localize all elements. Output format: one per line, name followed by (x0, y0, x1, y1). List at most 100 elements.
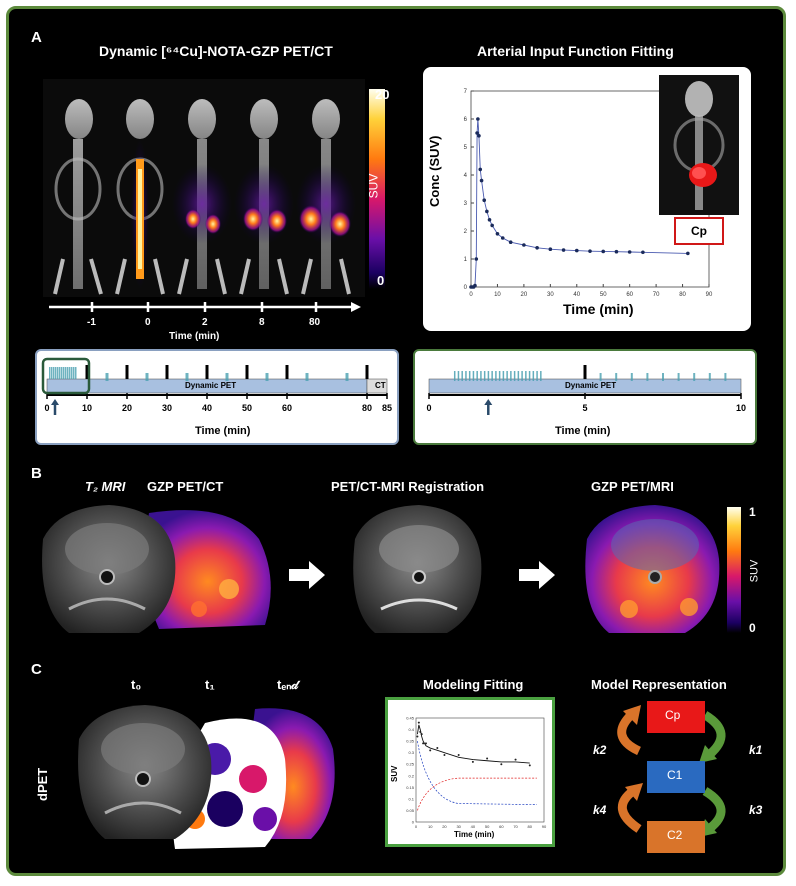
protocol-long-dense-marker-3 (55, 367, 57, 379)
fit-xtick-label-1: 10 (428, 824, 433, 829)
protocol-long-tick-label-6: 60 (282, 403, 292, 413)
protocol-short-dense-marker-4 (468, 371, 471, 381)
fit-point-7 (436, 747, 439, 750)
protocol-short-dense-marker-20 (528, 371, 531, 381)
protocol-long-frame-marker-4 (245, 365, 249, 379)
fit-plot-panel: 0 10 20 30 40 50 60 70 80 90 0 0.05 0.1 0.15 0.2 0.25 0.… (385, 697, 555, 847)
protocol-short-dense-marker-18 (521, 371, 523, 381)
t0-label: t₀ (131, 677, 142, 692)
protocol-short-dense-marker-9 (487, 371, 490, 381)
aif-xtick-label-9: 90 (706, 292, 713, 298)
time-tick-5: 80 (309, 317, 321, 328)
protocol-long-frame-marker-6 (365, 365, 369, 379)
aif-inset-cp-label: Cp (674, 217, 724, 245)
fit-xtick-label-3: 30 (456, 824, 461, 829)
aif-point-19 (548, 247, 553, 251)
protocol-short-marker-5 (583, 365, 587, 379)
aif-title: Arterial Input Function Fitting (477, 43, 674, 59)
protocol-short-dense-marker-5 (472, 371, 475, 381)
skeleton-frame-2 (115, 99, 165, 295)
dpet-t0-slice (78, 705, 212, 839)
protocol-long-frame-marker-0 (85, 365, 89, 379)
fit-ytick-label-0: 0 (412, 820, 415, 825)
protocol-long-dense-marker-9 (67, 367, 69, 379)
aif-xtick-label-8: 80 (679, 292, 686, 298)
k2-arrow (617, 711, 642, 756)
aif-point-20 (561, 248, 566, 252)
fit-ytick-label-5: 0.25 (406, 762, 415, 767)
petmri-colorbar-label: SUV (748, 559, 761, 583)
protocol-short-dense-marker-11 (495, 371, 497, 381)
aif-xtick-label-0: 0 (469, 292, 473, 298)
protocol-short-tick-label-1: 5 (582, 403, 587, 413)
protocol-short-sub-marker-4 (662, 373, 664, 381)
protocol-long-frame-marker-3 (205, 365, 209, 379)
fit-ytick-label-8: 0.4 (408, 727, 414, 732)
protocol-short-sub-marker-5 (677, 373, 680, 381)
fit-xlabel: Time (min) (454, 830, 495, 839)
aif-ytick-label-7: 7 (464, 89, 468, 95)
protocol-short-pointer-head-icon (484, 399, 493, 405)
c2-label: C2 (667, 828, 683, 842)
skeleton-frame-1 (53, 99, 103, 295)
fit-xtick-label-7: 70 (513, 824, 518, 829)
protocol-short-sub-marker-6 (693, 373, 696, 381)
protocol-short-sub-marker-7 (708, 373, 711, 381)
protocol-long-dense-marker-2 (53, 367, 55, 379)
fit-chart: 0 10 20 30 40 50 60 70 80 90 0 0.05 0.1 0.15 0.2 0.25 0.… (406, 716, 547, 830)
protocol-long-sub-marker-3 (225, 373, 229, 381)
aif-point-26 (641, 250, 645, 255)
pet-ct-slice (144, 510, 271, 629)
fit-point-3 (420, 733, 423, 736)
aif-point-25 (627, 250, 632, 254)
aif-point-24 (614, 249, 619, 254)
gzp-petct-label: GZP PET/CT (147, 479, 224, 494)
time-tick-1: -1 (87, 317, 96, 328)
k1-label: k1 (749, 743, 763, 757)
fit-ytick-label-4: 0.2 (408, 773, 414, 778)
aif-ytick-label-1: 1 (464, 257, 468, 263)
fit-model-line (416, 724, 530, 764)
fit-point-10 (471, 760, 474, 763)
protocol-long-sub-marker-5 (305, 373, 309, 381)
k4-label: k4 (593, 803, 607, 817)
protocol-long-dense-marker-5 (59, 367, 61, 379)
aif-point-3 (473, 283, 477, 288)
fit-point-14 (528, 764, 531, 767)
tend-label: tₑₙ𝒹 (277, 677, 298, 692)
protocol-short-dense-marker-7 (480, 371, 482, 381)
protocol-short-dense-marker-22 (536, 371, 538, 381)
pet-colorbar-label: SUV (366, 173, 381, 199)
fit-point-9 (457, 753, 460, 756)
fit-ytick-label-1: 0.05 (406, 808, 415, 813)
protocol-long-box: 0 10 20 30 40 50 60 80 85 Dynamic PET CT Time (m… (35, 349, 399, 445)
protocol-long-sub-marker-2 (185, 373, 189, 381)
cp-box (647, 701, 705, 733)
registration-title: PET/CT-MRI Registration (331, 479, 485, 494)
protocol-long-dense-marker-6 (61, 367, 63, 379)
k1-arrow (702, 711, 726, 759)
protocol-short-sub-marker-0 (599, 373, 602, 381)
protocol-short-dense-marker-1 (457, 371, 460, 381)
aif-point-11 (485, 209, 489, 214)
protocol-long-dense-marker-11 (71, 367, 73, 379)
pet-title: Dynamic [⁶⁴Cu]-NOTA-GZP PET/CT (99, 43, 333, 59)
panel-letter-b: B (31, 465, 42, 482)
fit-axes (415, 717, 545, 823)
protocol-short-bar-label: Dynamic PET (565, 381, 617, 390)
c1-box (647, 761, 705, 793)
k4-arrow (618, 787, 642, 833)
aif-xtick-label-4: 40 (573, 292, 580, 298)
fit-xtick-label-2: 20 (442, 824, 447, 829)
protocol-short-dense-marker-16 (513, 371, 516, 381)
fit-ytick-label-7: 0.35 (406, 739, 415, 744)
protocol-long-dense-marker-1 (51, 367, 53, 379)
protocol-long-frame-marker-2 (165, 365, 169, 379)
protocol-short-chart: 0 5 10 (426, 365, 746, 415)
protocol-short-dense-marker-10 (491, 371, 493, 381)
protocol-short-dense-marker-15 (510, 371, 512, 381)
aif-point-12 (487, 218, 492, 222)
protocol-short-xlabel: Time (min) (555, 425, 611, 437)
protocol-long-dense-marker-13 (75, 367, 77, 379)
fit-point-13 (514, 758, 517, 761)
